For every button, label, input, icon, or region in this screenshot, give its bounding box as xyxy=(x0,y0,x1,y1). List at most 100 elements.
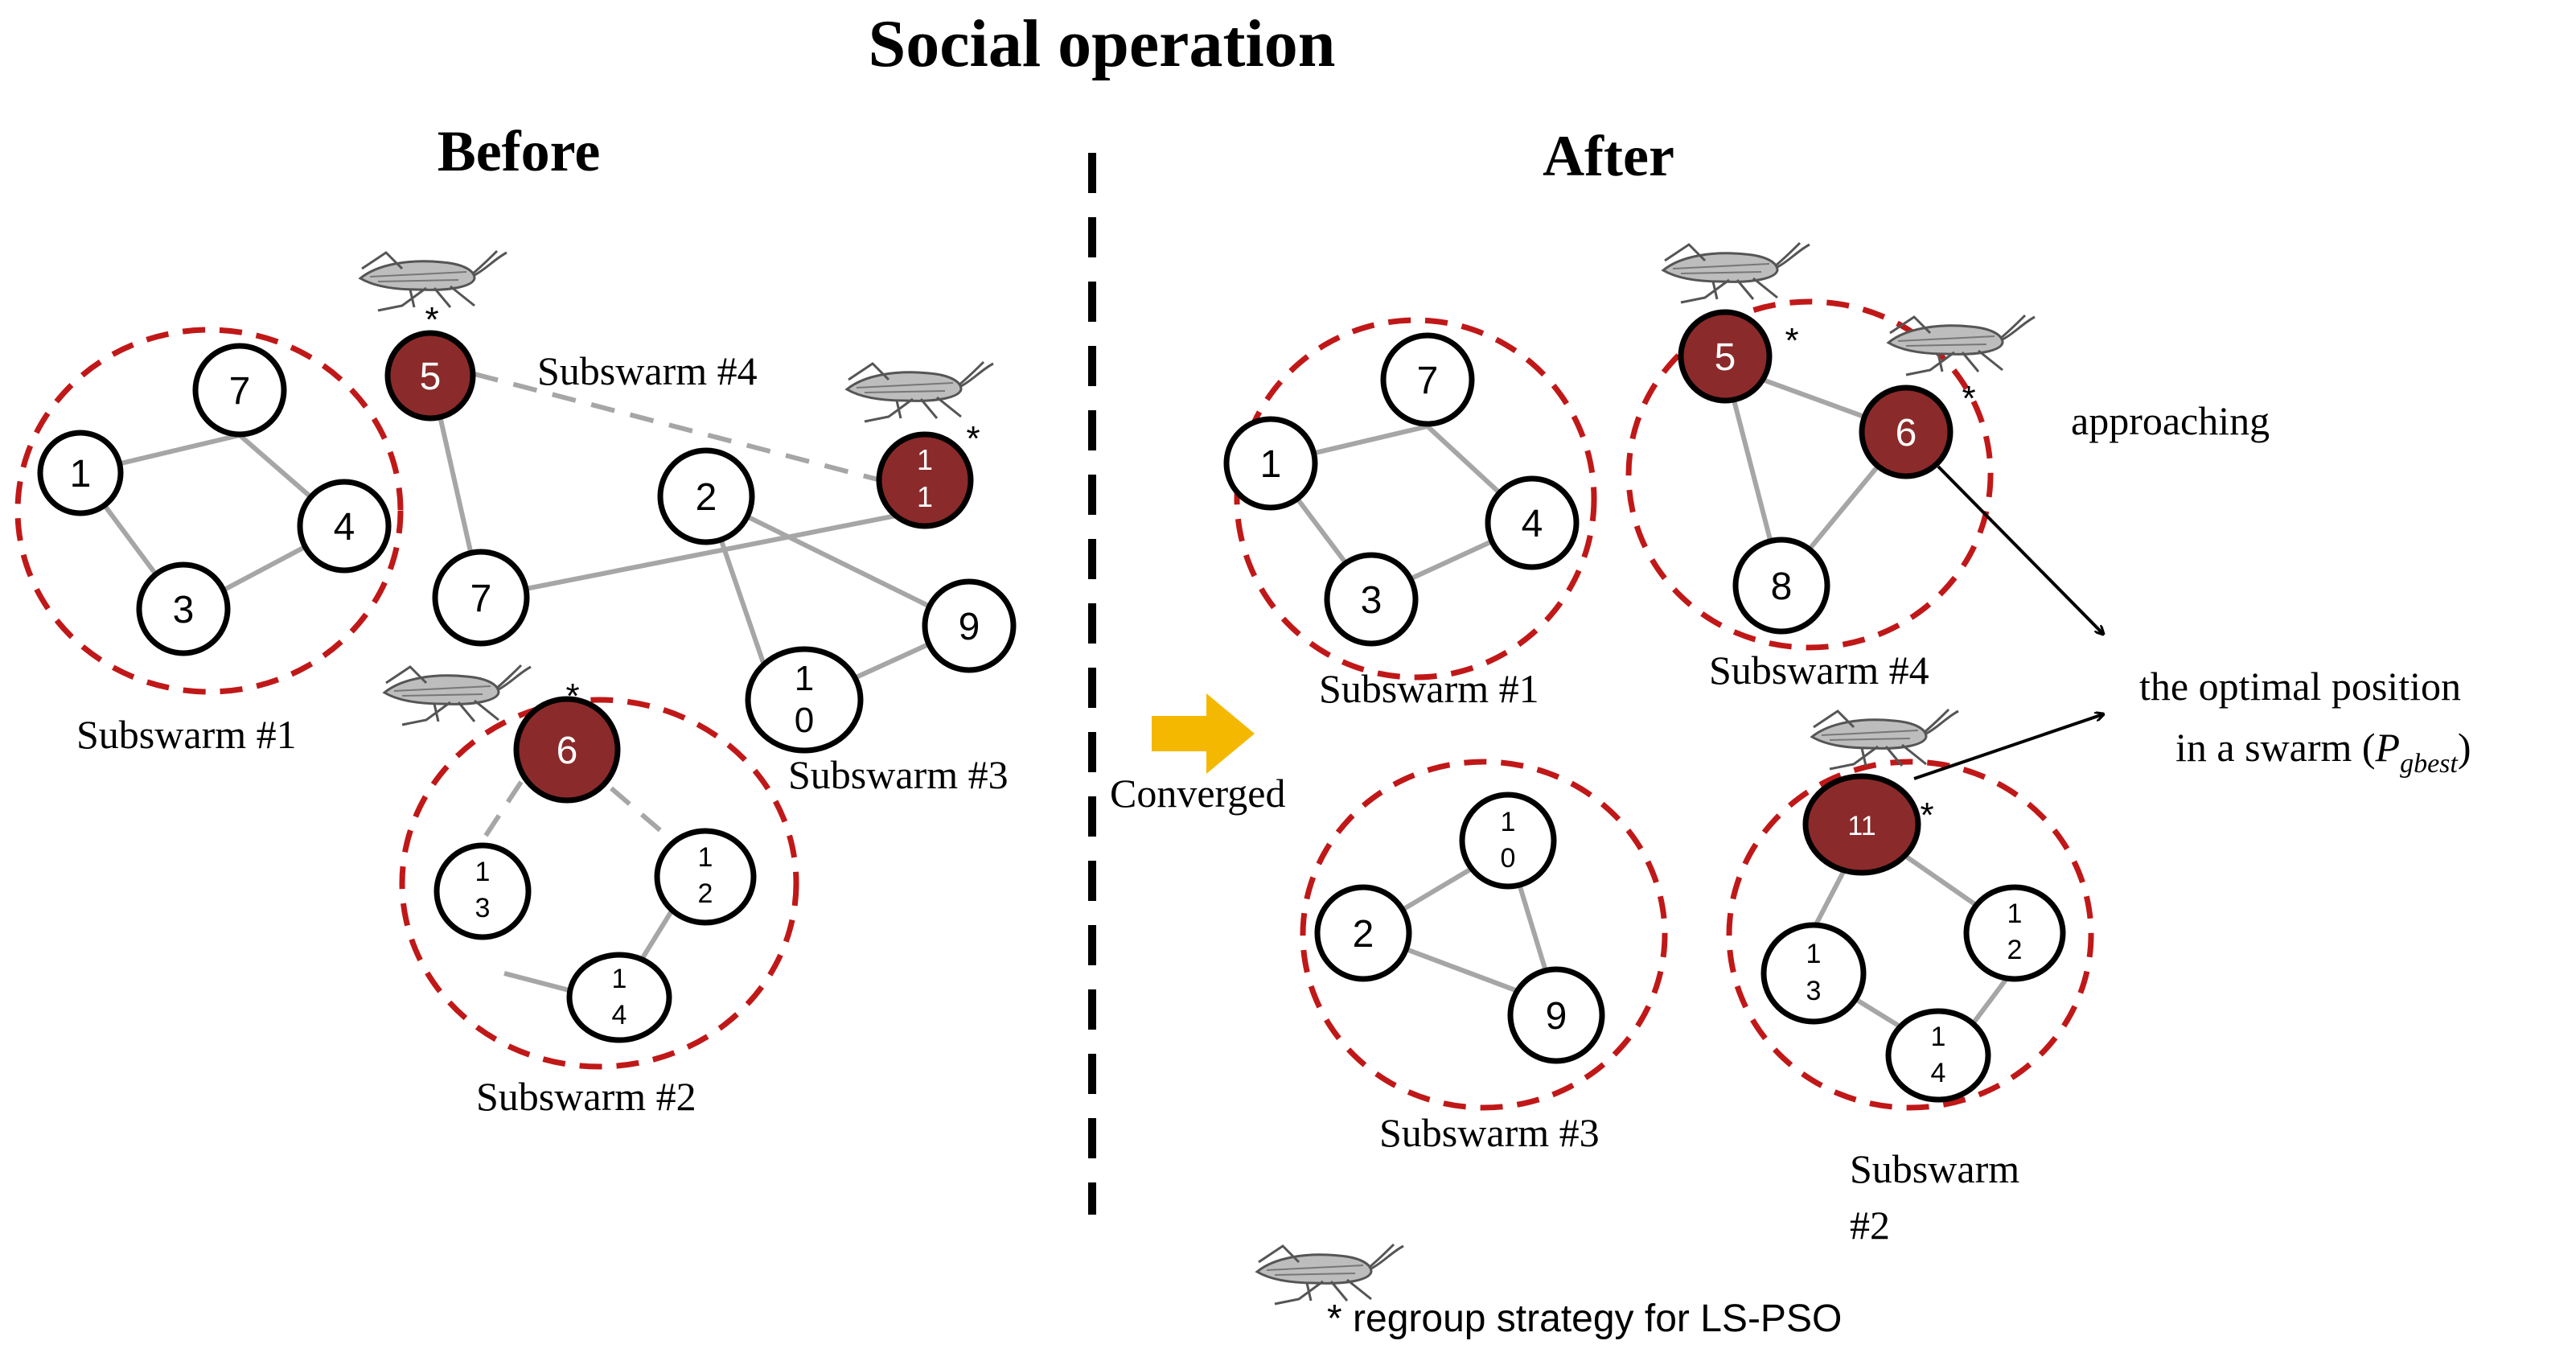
optimal-position-line1: the optimal position xyxy=(2139,664,2461,709)
svg-text:1: 1 xyxy=(1260,443,1282,486)
node-9: 9 xyxy=(922,578,1017,673)
leader-node-6: 6 xyxy=(1859,385,1954,479)
marker-star: * xyxy=(425,300,438,339)
svg-text:6: 6 xyxy=(557,730,578,772)
node-10: 1 0 xyxy=(1459,792,1557,890)
after-subswarm-3-label: Subswarm #3 xyxy=(1379,1110,1600,1155)
svg-text:5: 5 xyxy=(420,356,442,398)
node-4: 4 xyxy=(1485,475,1580,570)
node-4: 4 xyxy=(297,479,392,574)
svg-text:4: 4 xyxy=(1931,1058,1946,1088)
svg-text:1: 1 xyxy=(1501,807,1516,837)
grasshopper-icon xyxy=(1887,314,2036,376)
node-14: 1 4 xyxy=(566,952,672,1043)
approaching-label: approaching xyxy=(2071,398,2270,443)
after-subswarm-3-boundary xyxy=(1300,759,1668,1111)
marker-star: * xyxy=(1920,796,1933,835)
svg-text:2: 2 xyxy=(698,878,713,909)
svg-text:0: 0 xyxy=(795,701,814,740)
after-subswarm-1-label: Subswarm #1 xyxy=(1319,666,1539,711)
svg-text:2: 2 xyxy=(1353,913,1374,956)
svg-text:1: 1 xyxy=(1806,939,1822,969)
node-12: 1 2 xyxy=(654,828,757,926)
grasshopper-icon xyxy=(1810,708,1960,771)
node-9: 9 xyxy=(1507,966,1605,1064)
svg-text:1: 1 xyxy=(612,964,627,994)
legend-text: * regroup strategy for LS-PSO xyxy=(1327,1297,1842,1340)
svg-text:4: 4 xyxy=(1522,503,1543,545)
svg-text:2: 2 xyxy=(696,476,717,519)
node-3: 3 xyxy=(136,561,231,656)
diagram-title: Social operation xyxy=(869,6,1336,81)
after-subswarm-2-label-line1: Subswarm xyxy=(1850,1146,2019,1191)
marker-star: * xyxy=(565,676,579,716)
after-subswarm-2-label-line2: #2 xyxy=(1850,1203,1890,1248)
node-8: 8 xyxy=(1732,537,1830,635)
converged-arrow xyxy=(1152,693,1255,774)
approach-arrows xyxy=(1913,465,2103,780)
svg-text:7: 7 xyxy=(1417,360,1439,402)
svg-text:2: 2 xyxy=(2007,935,2023,965)
svg-text:5: 5 xyxy=(1715,336,1736,379)
svg-text:1: 1 xyxy=(917,443,933,476)
svg-text:3: 3 xyxy=(475,893,491,923)
svg-text:0: 0 xyxy=(1501,843,1516,874)
before-subswarm-4-label: Subswarm #4 xyxy=(537,348,758,393)
svg-text:1: 1 xyxy=(917,480,933,513)
before-subswarm-3-label: Subswarm #3 xyxy=(788,752,1009,797)
before-nodes: 1 7 4 3 5 7 2 1 1 xyxy=(37,330,1017,1043)
node-2: 2 xyxy=(657,447,755,545)
node-3: 3 xyxy=(1324,552,1419,647)
node-14: 1 4 xyxy=(1885,1008,1991,1103)
node-7: 7 xyxy=(1380,332,1475,427)
svg-text:1: 1 xyxy=(475,857,491,887)
node-13: 1 3 xyxy=(1760,922,1867,1025)
leader-node-5: 5 xyxy=(1678,309,1773,404)
leader-node-6: 6 xyxy=(513,696,621,804)
grasshopper-icon xyxy=(1255,1243,1405,1306)
svg-text:1: 1 xyxy=(1931,1022,1946,1052)
svg-text:4: 4 xyxy=(334,506,355,549)
before-subswarm-2-label: Subswarm #2 xyxy=(476,1074,696,1119)
after-subswarm-1-boundary xyxy=(1234,317,1597,681)
svg-text:7: 7 xyxy=(229,370,251,413)
svg-text:4: 4 xyxy=(612,1000,627,1030)
svg-text:6: 6 xyxy=(1896,412,1917,454)
leader-node-11: 1 1 xyxy=(876,431,974,529)
svg-text:8: 8 xyxy=(1771,565,1793,608)
before-subswarm-1-label: Subswarm #1 xyxy=(76,712,297,757)
svg-text:1: 1 xyxy=(795,659,814,698)
svg-text:7: 7 xyxy=(470,578,492,620)
grasshopper-icon xyxy=(1662,241,1811,304)
optimal-position-line2: in a swarm (Pgbest) xyxy=(2175,725,2471,779)
node-7b: 7 xyxy=(432,549,530,647)
svg-text:11: 11 xyxy=(1847,811,1876,841)
leader-node-5: 5 xyxy=(384,330,476,422)
svg-text:9: 9 xyxy=(959,606,980,648)
marker-star: * xyxy=(966,419,980,459)
node-10: 1 0 xyxy=(745,646,864,754)
svg-text:1: 1 xyxy=(2007,899,2023,929)
after-subswarm-4-label: Subswarm #4 xyxy=(1709,648,1929,693)
converged-label: Converged xyxy=(1110,771,1285,816)
after-nodes: 1 7 4 3 5 6 8 1 0 xyxy=(1223,309,2066,1103)
node-7: 7 xyxy=(192,343,287,438)
before-heading: Before xyxy=(438,119,601,183)
node-1: 1 xyxy=(1223,416,1318,511)
svg-text:1: 1 xyxy=(70,453,92,496)
leader-node-11: 11 xyxy=(1802,773,1921,876)
after-subswarm-2-boundary xyxy=(1726,759,2094,1111)
svg-text:3: 3 xyxy=(1806,976,1822,1006)
before-subswarm-1-boundary xyxy=(14,327,404,695)
svg-text:1: 1 xyxy=(698,842,713,873)
marker-star: * xyxy=(1962,379,1975,418)
svg-text:3: 3 xyxy=(1361,579,1382,622)
node-13: 1 3 xyxy=(433,842,532,940)
grasshopper-icon xyxy=(845,360,995,423)
after-heading: After xyxy=(1543,124,1674,188)
svg-text:3: 3 xyxy=(173,589,195,631)
node-12: 1 2 xyxy=(1963,884,2066,982)
node-1: 1 xyxy=(37,430,124,516)
svg-text:9: 9 xyxy=(1546,995,1567,1038)
